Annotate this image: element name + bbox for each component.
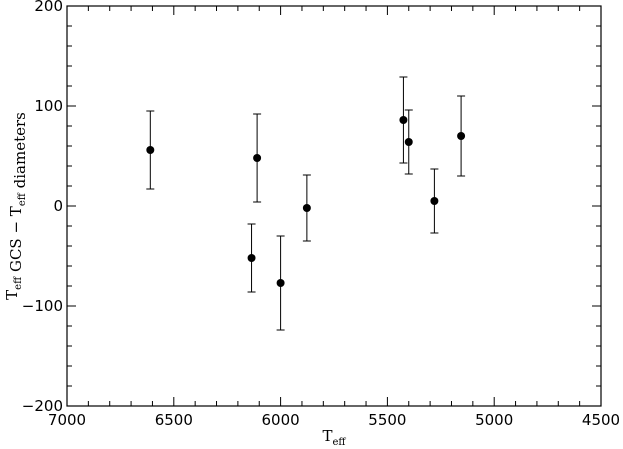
data-point	[146, 146, 155, 154]
axis-label-subscript: eff	[17, 192, 28, 206]
y-tick-label: −100	[22, 297, 63, 315]
x-tick-label: 6500	[155, 411, 193, 429]
x-tick-label: 7000	[48, 411, 86, 429]
y-tick-label: 200	[34, 0, 63, 15]
x-axis-label: Teff	[322, 427, 346, 448]
data-point-group	[457, 95, 466, 177]
data-point	[276, 279, 285, 287]
data-point-group	[247, 223, 256, 293]
data-point	[399, 116, 408, 124]
data-point-group	[399, 76, 408, 164]
tick-labels: 7000 6500 6000 5500 5000 4500 −200 −100 0 100 200	[22, 0, 620, 429]
data-point-group	[253, 113, 262, 203]
y-tick-label: 100	[34, 97, 63, 115]
y-tick-label: 0	[53, 197, 63, 215]
data-point	[404, 138, 413, 146]
x-tick-label: 5500	[368, 411, 406, 429]
plot-frame	[66, 5, 602, 407]
data-points	[146, 76, 466, 331]
x-tick-label: 5000	[475, 411, 513, 429]
data-point-group	[146, 110, 155, 190]
data-point-group	[430, 168, 439, 234]
y-tick-label: −200	[22, 397, 63, 415]
data-point-group	[276, 235, 285, 331]
data-point	[430, 197, 439, 205]
axis-label-part: diameters	[11, 112, 29, 193]
axis-label-part: GCS − T	[7, 206, 25, 277]
axis-label-part: T	[3, 290, 21, 300]
data-point	[302, 204, 311, 212]
data-point	[247, 254, 256, 262]
axis-label-subscript: eff	[13, 276, 24, 290]
x-tick-label: 4500	[582, 411, 620, 429]
data-point-group	[302, 174, 311, 242]
data-point	[457, 132, 466, 140]
data-point-group	[404, 109, 413, 175]
tick-marks	[66, 5, 602, 407]
y-axis-label: Teff GCS − Teff diameters	[3, 112, 29, 300]
axis-label-part: T	[322, 427, 332, 445]
axis-label-subscript: eff	[332, 437, 346, 448]
data-point	[253, 154, 262, 162]
x-tick-label: 6000	[262, 411, 300, 429]
